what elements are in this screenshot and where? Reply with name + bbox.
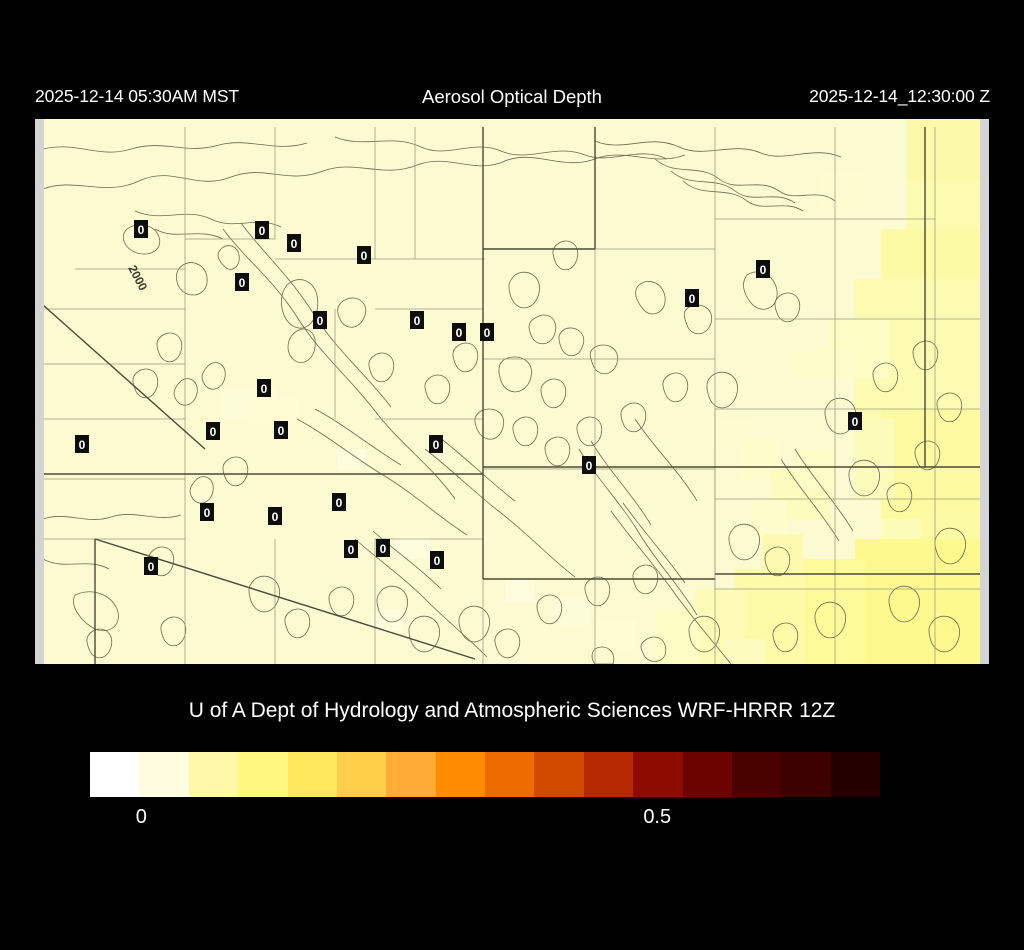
map-right-gutter bbox=[980, 119, 989, 664]
svg-text:0: 0 bbox=[414, 314, 421, 328]
svg-text:0: 0 bbox=[259, 224, 266, 238]
svg-text:0: 0 bbox=[272, 510, 279, 524]
state-boundaries bbox=[42, 127, 981, 664]
credit-label: U of A Dept of Hydrology and Atmospheric… bbox=[188, 699, 836, 722]
point-value-labels: 0 0 0 0 0 0 0 0 0 0 0 0 0 0 0 0 0 bbox=[75, 220, 862, 575]
svg-text:0: 0 bbox=[361, 249, 368, 263]
svg-text:0: 0 bbox=[138, 223, 145, 237]
colorbar-tick-min: 0 bbox=[135, 806, 147, 828]
colorbar-segment-6 bbox=[386, 752, 436, 797]
svg-text:0: 0 bbox=[586, 459, 593, 473]
colorbar-segment-7 bbox=[435, 752, 485, 797]
svg-text:0: 0 bbox=[239, 276, 246, 290]
local-time-label: 2025-12-14 05:30AM MST bbox=[35, 86, 240, 106]
colorbar bbox=[90, 752, 880, 797]
svg-text:0: 0 bbox=[291, 237, 298, 251]
colorbar-segment-15 bbox=[830, 752, 880, 797]
colorbar-segment-13 bbox=[731, 752, 782, 797]
svg-text:0: 0 bbox=[689, 292, 696, 306]
colorbar-segment-4 bbox=[287, 752, 337, 797]
colorbar-tick-labels: 0 0.5 bbox=[90, 806, 880, 834]
map-left-gutter bbox=[35, 119, 44, 664]
colorbar-segment-12 bbox=[682, 752, 732, 797]
svg-text:0: 0 bbox=[148, 560, 155, 574]
colorbar-segment-1 bbox=[139, 752, 189, 797]
svg-text:0: 0 bbox=[210, 425, 217, 439]
colorbar-segment-3 bbox=[238, 752, 288, 797]
colorbar-segment-14 bbox=[781, 752, 831, 797]
svg-text:0: 0 bbox=[317, 314, 324, 328]
colorbar-segment-5 bbox=[336, 752, 387, 797]
svg-text:0: 0 bbox=[852, 415, 859, 429]
colorbar-segment-9 bbox=[534, 752, 584, 797]
svg-text:0: 0 bbox=[278, 424, 285, 438]
svg-text:0: 0 bbox=[204, 506, 211, 520]
colorbar-segment-10 bbox=[583, 752, 634, 797]
valid-time-label: 2025-12-14_12:30:00 Z bbox=[809, 86, 990, 106]
svg-text:0: 0 bbox=[760, 263, 767, 277]
colorbar-segment-2 bbox=[188, 752, 239, 797]
svg-text:0: 0 bbox=[484, 326, 491, 340]
map-panel[interactable]: 0 0 0 0 0 0 0 0 0 0 0 0 0 0 0 0 0 bbox=[35, 119, 989, 664]
svg-text:0: 0 bbox=[261, 382, 268, 396]
svg-text:0: 0 bbox=[336, 496, 343, 510]
colorbar-segment-0 bbox=[90, 752, 140, 797]
svg-text:0: 0 bbox=[380, 542, 387, 556]
svg-text:0: 0 bbox=[79, 438, 86, 452]
svg-text:0: 0 bbox=[456, 326, 463, 340]
aod-shaded-field bbox=[221, 119, 981, 664]
aod-map-canvas[interactable]: 0 0 0 0 0 0 0 0 0 0 0 0 0 0 0 0 0 bbox=[35, 119, 989, 664]
map-header: 2025-12-14 05:30AM MST Aerosol Optical D… bbox=[0, 86, 1024, 114]
svg-text:0: 0 bbox=[348, 543, 355, 557]
map-svg: 0 0 0 0 0 0 0 0 0 0 0 0 0 0 0 0 0 bbox=[35, 119, 989, 664]
svg-text:0: 0 bbox=[434, 554, 441, 568]
colorbar-tick-max: 0.5 bbox=[643, 806, 672, 828]
colorbar-segment-11 bbox=[633, 752, 683, 797]
page-title: Aerosol Optical Depth bbox=[422, 86, 602, 107]
colorbar-segment-8 bbox=[485, 752, 535, 797]
svg-text:0: 0 bbox=[433, 438, 440, 452]
